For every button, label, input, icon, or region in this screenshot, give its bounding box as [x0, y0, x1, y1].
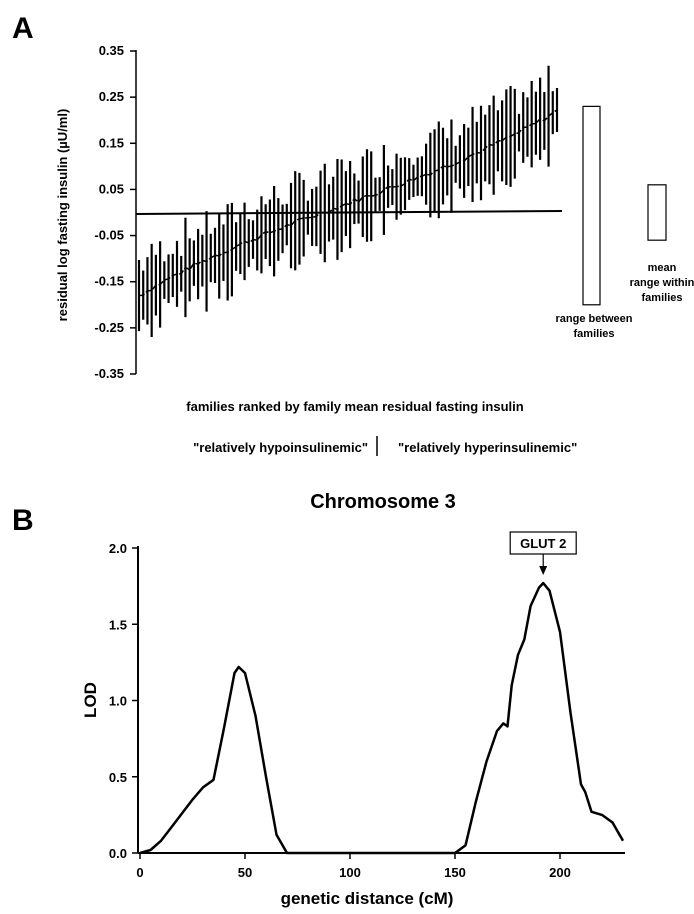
panel-b-y-tick-label: 0.5 — [109, 770, 127, 785]
range-within-label-line1: mean — [648, 262, 677, 274]
panel-b-x-tick-label: 100 — [339, 865, 361, 880]
panel-a-y-tick-label: 0.25 — [99, 89, 124, 104]
hypoinsulinemic-label: "relatively hypoinsulinemic" — [193, 440, 368, 455]
panel-b-x-tick-label: 200 — [549, 865, 571, 880]
panel-b-y-tick-label: 1.5 — [109, 617, 127, 632]
panel-b-y-tick-label: 1.0 — [109, 694, 127, 709]
panel-a-y-axis-label: residual log fasting insulin (µU/ml) — [55, 109, 70, 322]
panel-a-y-tick-label: -0.05 — [94, 228, 124, 243]
panel-a-y-tick-label: 0.05 — [99, 181, 124, 196]
panel-a-y-tick-label: -0.35 — [94, 366, 124, 381]
panel-b-x-ticks: 0 50 100 150 200 — [136, 853, 571, 880]
panel-a-y-tick-label: 0.35 — [99, 43, 124, 58]
panel-b-x-tick-label: 0 — [136, 865, 143, 880]
range-between-label-line1: range between — [555, 313, 632, 325]
range-between-families-box — [582, 105, 601, 306]
panel-b-y-ticks: 0.0 0.5 1.0 1.5 2.0 — [109, 541, 138, 861]
panel-a-plot: 0.35 0.25 0.15 0.05 -0.05 -0.15 -0.25 -0.35 res… — [55, 43, 694, 456]
panel-letter-a: A — [12, 12, 34, 45]
panel-a-y-ticks: 0.35 0.25 0.15 0.05 -0.05 -0.15 -0.25 -0.35 — [94, 43, 136, 381]
range-within-label-line2: range within — [630, 277, 694, 289]
hyperinsulinemic-label: "relatively hyperinsulinemic" — [398, 440, 577, 455]
panel-a-family-ranges — [137, 65, 559, 337]
panel-a-reference-line — [135, 210, 563, 215]
panel-a-x-axis-label: families ranked by family mean residual … — [186, 399, 523, 414]
panel-b-title: Chromosome 3 — [310, 491, 456, 513]
glut2-annotation-label: GLUT 2 — [520, 536, 566, 551]
panel-b-plot: 0.0 0.5 1.0 1.5 2.0 0 50 100 150 200 LOD genetic… — [81, 531, 625, 908]
panel-letter-b: B — [12, 504, 34, 537]
panel-b-x-tick-label: 150 — [444, 865, 466, 880]
mean-range-within-families-box — [647, 184, 667, 241]
panel-b-y-tick-label: 2.0 — [109, 541, 127, 556]
panel-a-y-tick-label: -0.25 — [94, 320, 124, 335]
panel-b-y-tick-label: 0.0 — [109, 846, 127, 861]
range-within-label-line3: families — [642, 292, 683, 304]
panel-a-y-tick-label: -0.15 — [94, 274, 124, 289]
panel-b-x-tick-label: 50 — [238, 865, 252, 880]
panel-b-y-axis-label: LOD — [81, 682, 100, 718]
panel-b-x-axis-label: genetic distance (cM) — [281, 889, 454, 908]
lod-curve — [139, 581, 625, 855]
panel-a-family-mean-line — [138, 109, 558, 297]
glut2-arrowhead — [539, 566, 548, 575]
range-between-label-line2: families — [574, 328, 615, 340]
panel-a-y-tick-label: 0.15 — [99, 135, 124, 150]
